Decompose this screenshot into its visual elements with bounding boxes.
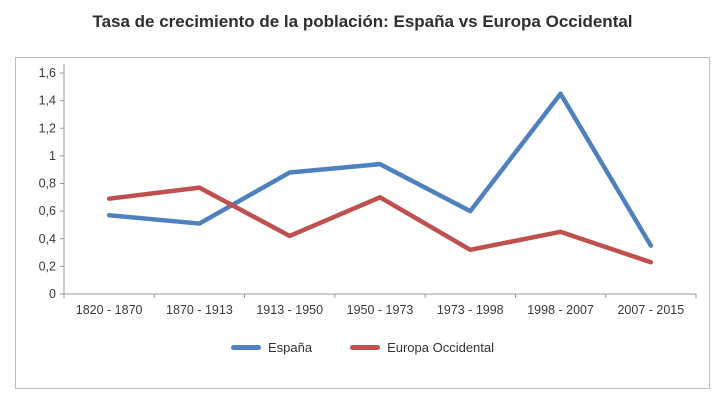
legend-label-espana: España — [267, 340, 313, 355]
chart-svg: 0 0,2 0,4 0,6 0,8 1 1,2 1,4 1,6 1820 - 1870 1870 -… — [39, 64, 697, 317]
x-tick-label: 1973 - 1998 — [437, 303, 504, 317]
legend-label-europa-occidental: Europa Occidental — [387, 340, 495, 355]
legend-item-europa-occidental: Europa Occidental — [350, 340, 494, 355]
legend-swatch-espana — [230, 345, 261, 350]
y-tick-label: 0,4 — [39, 232, 56, 246]
y-tick-label: 0,6 — [39, 204, 56, 218]
y-tick-label: 1 — [49, 149, 56, 163]
y-tick-label: 1,4 — [39, 94, 56, 108]
series-line-españa — [106, 91, 654, 248]
x-tick-label: 2007 - 2015 — [617, 303, 684, 317]
y-tick-label: 1,6 — [39, 66, 56, 80]
y-tick-label: 0,2 — [39, 259, 56, 273]
legend-item-espana: España — [230, 340, 313, 355]
series-line-europa-occidental — [106, 185, 654, 265]
legend-swatch-europa-occidental — [350, 345, 381, 350]
x-tick-label: 1913 - 1950 — [256, 303, 323, 317]
chart-legend: España Europa Occidental — [16, 340, 709, 355]
y-tick-label: 0,8 — [39, 177, 56, 191]
x-tick-label: 1950 - 1973 — [347, 303, 414, 317]
y-tick-label: 1,2 — [39, 121, 56, 135]
x-tick-label: 1870 - 1913 — [166, 303, 233, 317]
y-tick-label: 0 — [49, 287, 56, 301]
x-tick-label: 1998 - 2007 — [527, 303, 594, 317]
chart-frame: 0 0,2 0,4 0,6 0,8 1 1,2 1,4 1,6 1820 - 1870 1870 -… — [15, 57, 710, 389]
x-tick-label: 1820 - 1870 — [76, 303, 143, 317]
chart-title: Tasa de crecimiento de la población: Esp… — [92, 12, 633, 31]
